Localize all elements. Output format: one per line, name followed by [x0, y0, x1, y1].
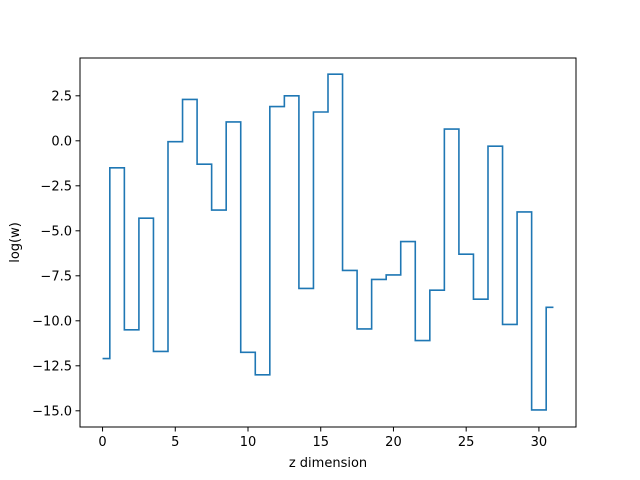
x-tick-label: 5 — [171, 435, 179, 450]
y-tick-label: −15.0 — [32, 404, 72, 419]
series-line — [102, 73, 554, 411]
y-tick-label: 0.0 — [51, 134, 72, 149]
y-axis: 2.5 0.0 −2.5 −5.0 −7.5 −10.0 −12.5 −15.0 — [32, 89, 80, 419]
x-tick-label: 30 — [531, 435, 548, 450]
plot-area — [80, 58, 576, 427]
x-tick-label: 25 — [458, 435, 475, 450]
y-tick-label: −12.5 — [32, 359, 72, 374]
y-tick-label: −10.0 — [32, 314, 72, 329]
x-tick-label: 10 — [240, 435, 257, 450]
x-tick-label: 20 — [385, 435, 402, 450]
plot-frame — [79, 57, 577, 428]
x-axis-label: z dimension — [289, 456, 367, 471]
series-layer — [102, 73, 554, 411]
y-axis-label: log(w) — [8, 222, 23, 263]
y-tick-label: −5.0 — [40, 224, 72, 239]
x-tick-label: 0 — [98, 435, 106, 450]
y-tick-label: 2.5 — [51, 89, 72, 104]
y-tick-label: −7.5 — [40, 269, 72, 284]
x-tick-label: 15 — [312, 435, 329, 450]
x-axis: 0 5 10 15 20 25 30 — [98, 427, 547, 450]
y-tick-label: −2.5 — [40, 179, 72, 194]
